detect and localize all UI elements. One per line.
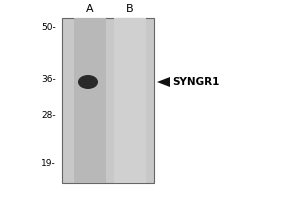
Text: 28-: 28- (41, 110, 56, 119)
Polygon shape (157, 77, 170, 87)
Ellipse shape (78, 75, 98, 89)
Bar (74, 18, 106, 183)
Text: 19-: 19- (41, 158, 56, 168)
Bar (114, 18, 146, 183)
Text: 50-: 50- (41, 23, 56, 32)
Text: SYNGR1: SYNGR1 (172, 77, 219, 87)
Text: B: B (126, 4, 134, 14)
Text: A: A (86, 4, 94, 14)
Text: 36-: 36- (41, 75, 56, 84)
Bar (62, 18, 154, 183)
